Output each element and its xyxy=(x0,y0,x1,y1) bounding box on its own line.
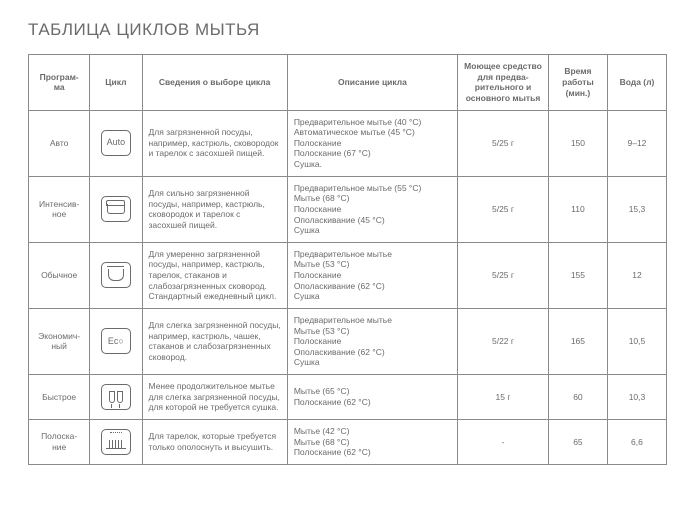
cell-program: Полоска- ние xyxy=(29,419,90,464)
cell-cycle-icon xyxy=(90,176,142,242)
header-water: Вода (л) xyxy=(607,55,666,111)
table-row: Интенсив- ное Для сильно загрязненной пос… xyxy=(29,176,667,242)
cell-desc: Предварительное мытье (55 °C) Мытье (68 … xyxy=(287,176,457,242)
header-time: Время работы (мин.) xyxy=(548,55,607,111)
cell-cycle-icon xyxy=(90,419,142,464)
cell-water: 9–12 xyxy=(607,110,666,176)
cell-program: Интенсив- ное xyxy=(29,176,90,242)
cell-detergent: 5/25 г xyxy=(458,110,549,176)
cell-cycle-icon xyxy=(90,242,142,308)
header-program: Програм- ма xyxy=(29,55,90,111)
header-detergent: Моющее средство для предва- рительного и… xyxy=(458,55,549,111)
cell-time: 60 xyxy=(548,375,607,420)
cell-program: Авто xyxy=(29,110,90,176)
cell-time: 165 xyxy=(548,308,607,374)
cell-detergent: 5/25 г xyxy=(458,176,549,242)
header-info: Сведения о выборе цикла xyxy=(142,55,287,111)
cell-program: Обычное xyxy=(29,242,90,308)
cell-info: Для слегка загрязненной посуды, например… xyxy=(142,308,287,374)
cell-time: 150 xyxy=(548,110,607,176)
cell-cycle-icon: Auto xyxy=(90,110,142,176)
table-row: Полоска- ние Для тарелок, которые требует… xyxy=(29,419,667,464)
cell-desc: Мытье (42 °C) Мытье (68 °C) Полоскание (… xyxy=(287,419,457,464)
cell-water: 10,3 xyxy=(607,375,666,420)
cell-info: Для сильно загрязненной посуды, например… xyxy=(142,176,287,242)
table-header-row: Програм- ма Цикл Сведения о выборе цикла… xyxy=(29,55,667,111)
cell-cycle-icon: Ec○ xyxy=(90,308,142,374)
table-row: Обычное Для умеренно загрязненной посуды,… xyxy=(29,242,667,308)
cell-detergent: 15 г xyxy=(458,375,549,420)
cell-cycle-icon xyxy=(90,375,142,420)
cell-water: 6,6 xyxy=(607,419,666,464)
cell-detergent: 5/25 г xyxy=(458,242,549,308)
cell-program: Быстрое xyxy=(29,375,90,420)
wash-cycles-table: Програм- ма Цикл Сведения о выборе цикла… xyxy=(28,54,667,465)
cell-desc: Мытье (65 °C) Полоскание (62 °C) xyxy=(287,375,457,420)
table-row: Быстрое Менее продолжительное мытье для с… xyxy=(29,375,667,420)
cell-desc: Предварительное мытье Мытье (53 °C) Поло… xyxy=(287,242,457,308)
cell-water: 12 xyxy=(607,242,666,308)
header-desc: Описание цикла xyxy=(287,55,457,111)
cell-desc: Предварительное мытье (40 °C) Автоматиче… xyxy=(287,110,457,176)
cell-info: Для умеренно загрязненной посуды, наприм… xyxy=(142,242,287,308)
cell-info: Менее продолжительное мытье для слегка з… xyxy=(142,375,287,420)
cell-time: 65 xyxy=(548,419,607,464)
table-row: АвтоAutoДля загрязненной посуды, наприме… xyxy=(29,110,667,176)
cell-program: Экономич- ный xyxy=(29,308,90,374)
header-cycle: Цикл xyxy=(90,55,142,111)
cell-water: 10,5 xyxy=(607,308,666,374)
table-row: Экономич- ныйEc○Для слегка загрязненной … xyxy=(29,308,667,374)
cell-time: 155 xyxy=(548,242,607,308)
cell-detergent: 5/22 г xyxy=(458,308,549,374)
page-title: ТАБЛИЦА ЦИКЛОВ МЫТЬЯ xyxy=(28,20,667,40)
cell-water: 15,3 xyxy=(607,176,666,242)
cell-detergent: - xyxy=(458,419,549,464)
cell-info: Для тарелок, которые требуется только оп… xyxy=(142,419,287,464)
cell-desc: Предварительное мытье Мытье (53 °C) Поло… xyxy=(287,308,457,374)
cell-info: Для загрязненной посуды, например, кастр… xyxy=(142,110,287,176)
cell-time: 110 xyxy=(548,176,607,242)
